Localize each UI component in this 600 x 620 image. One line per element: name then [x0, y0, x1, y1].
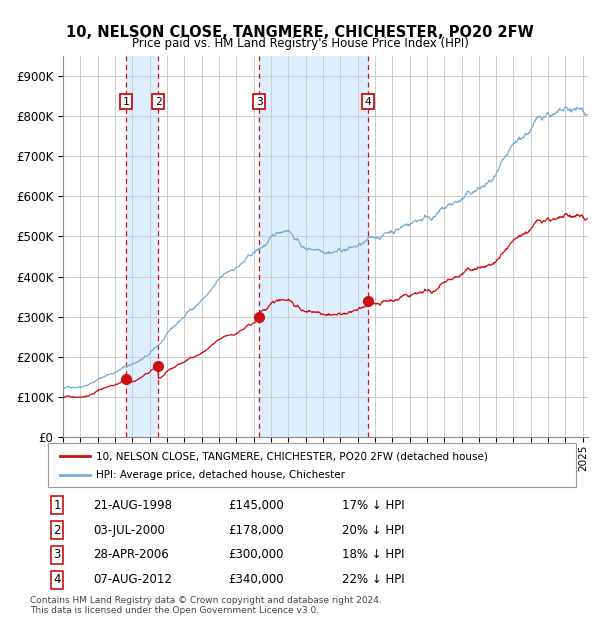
Text: £340,000: £340,000 — [228, 574, 284, 586]
Bar — [126, 56, 158, 437]
Text: 3: 3 — [53, 549, 61, 561]
Text: 4: 4 — [365, 97, 371, 107]
Text: 20% ↓ HPI: 20% ↓ HPI — [342, 524, 404, 536]
Text: £145,000: £145,000 — [228, 499, 284, 511]
Text: HPI: Average price, detached house, Chichester: HPI: Average price, detached house, Chic… — [96, 469, 345, 479]
Text: 22% ↓ HPI: 22% ↓ HPI — [342, 574, 404, 586]
Text: 03-JUL-2000: 03-JUL-2000 — [93, 524, 165, 536]
Text: 1: 1 — [122, 97, 129, 107]
Text: 3: 3 — [256, 97, 263, 107]
Text: 2: 2 — [53, 524, 61, 536]
Text: 21-AUG-1998: 21-AUG-1998 — [93, 499, 172, 511]
Text: 18% ↓ HPI: 18% ↓ HPI — [342, 549, 404, 561]
Bar — [259, 56, 368, 437]
Text: £178,000: £178,000 — [228, 524, 284, 536]
Text: Price paid vs. HM Land Registry's House Price Index (HPI): Price paid vs. HM Land Registry's House … — [131, 37, 469, 50]
Text: 10, NELSON CLOSE, TANGMERE, CHICHESTER, PO20 2FW: 10, NELSON CLOSE, TANGMERE, CHICHESTER, … — [66, 25, 534, 40]
Text: 10, NELSON CLOSE, TANGMERE, CHICHESTER, PO20 2FW (detached house): 10, NELSON CLOSE, TANGMERE, CHICHESTER, … — [96, 451, 488, 461]
Text: Contains HM Land Registry data © Crown copyright and database right 2024.
This d: Contains HM Land Registry data © Crown c… — [30, 596, 382, 615]
Text: 4: 4 — [53, 574, 61, 586]
Text: £300,000: £300,000 — [228, 549, 284, 561]
Text: 2: 2 — [155, 97, 161, 107]
Text: 17% ↓ HPI: 17% ↓ HPI — [342, 499, 404, 511]
Text: 07-AUG-2012: 07-AUG-2012 — [93, 574, 172, 586]
Text: 1: 1 — [53, 499, 61, 511]
Text: 28-APR-2006: 28-APR-2006 — [93, 549, 169, 561]
